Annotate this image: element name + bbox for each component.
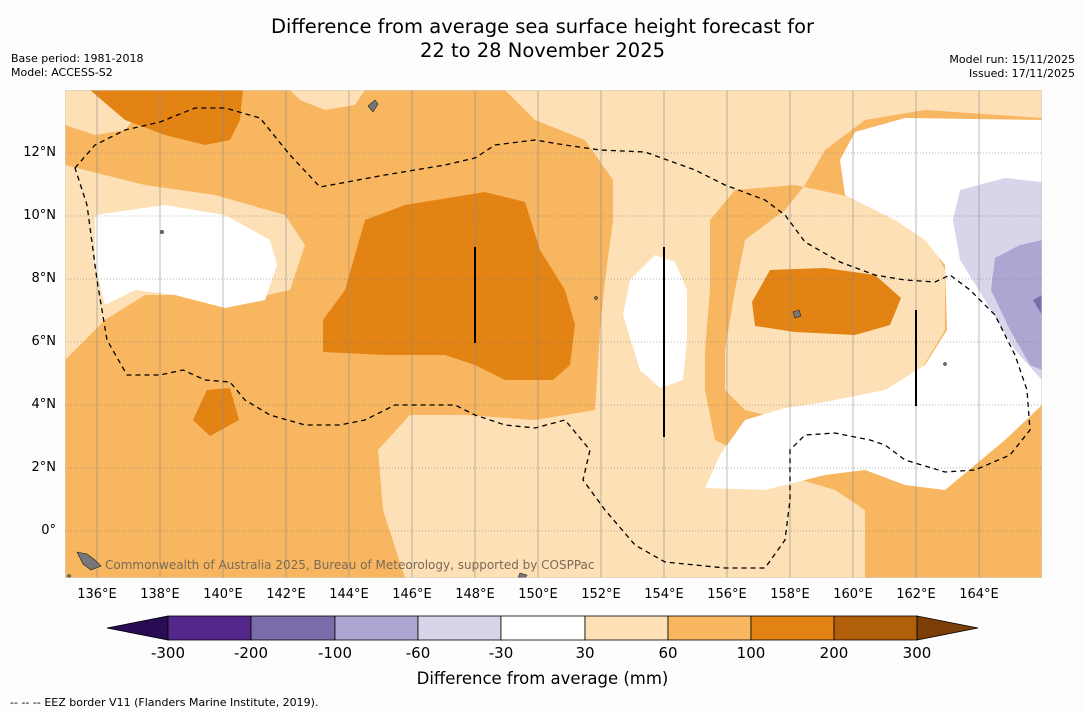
lat-label-6n: 6°N — [31, 334, 57, 349]
colorbar-label: 200 — [819, 644, 849, 662]
lon-label-164e: 164°E — [959, 587, 999, 602]
colorbar-bin — [584, 615, 669, 641]
colorbar-label: 60 — [658, 644, 678, 662]
lat-label-10n: 10°N — [23, 208, 56, 223]
lat-label-12n: 12°N — [23, 145, 56, 160]
lon-label-160e: 160°E — [833, 587, 873, 602]
colorbar-bin — [250, 615, 336, 641]
lon-label-144e: 144°E — [329, 587, 369, 602]
map-title: Difference from average sea surface heig… — [0, 15, 1085, 63]
bathymetry-lines — [474, 247, 917, 437]
field-100-200-small — [193, 388, 239, 436]
map-frame — [65, 90, 1042, 578]
eez-line-symbol: -- -- -- — [10, 696, 41, 709]
lon-label-138e: 138°E — [140, 587, 180, 602]
meta-right: Model run: 15/11/2025 Issued: 17/11/2025 — [949, 53, 1075, 80]
field-minus200-minus100 — [1033, 295, 1042, 315]
colorbar-bin — [833, 615, 918, 641]
lon-label-156e: 156°E — [707, 587, 747, 602]
colorbar-bin — [417, 615, 502, 641]
field-100-200-east — [752, 268, 901, 335]
colorbar-label: -30 — [488, 644, 514, 662]
lon-label-158e: 158°E — [770, 587, 810, 602]
latitude-gridlines — [65, 152, 1042, 532]
lon-label-150e: 150°E — [518, 587, 558, 602]
colorbar-label: -100 — [317, 644, 353, 662]
lon-label-148e: 148°E — [455, 587, 495, 602]
islands — [67, 99, 947, 578]
field-100-200-central — [323, 192, 575, 380]
colorbar — [106, 615, 979, 641]
colorbar-label: 300 — [902, 644, 932, 662]
lat-label-2n: 2°N — [31, 460, 57, 475]
lat-label-4n: 4°N — [31, 397, 57, 412]
colorbar-label: 100 — [736, 644, 766, 662]
lon-label-142e: 142°E — [266, 587, 306, 602]
field-neutral-west — [95, 205, 277, 308]
lon-label-152e: 152°E — [581, 587, 621, 602]
copyright-credit: Commonwealth of Australia 2025, Bureau o… — [105, 558, 595, 572]
field-minus100-minus60 — [991, 240, 1042, 370]
lat-label-0: 0° — [41, 523, 56, 538]
colorbar-extend-high — [916, 615, 979, 641]
legend-footnote: -- -- -- EEZ border V11 (Flanders Marine… — [10, 696, 318, 709]
issued-date: Issued: 17/11/2025 — [968, 66, 1075, 80]
colorbar-bin — [667, 615, 752, 641]
colorbar-label: -300 — [150, 644, 186, 662]
model-name: Model: ACCESS-S2 — [11, 65, 113, 79]
field-30-60-north — [290, 90, 365, 110]
anomaly-map — [65, 90, 1042, 578]
model-run: Model run: 15/11/2025 — [949, 53, 1075, 66]
eez-border — [74, 107, 1031, 569]
lat-label-8n: 8°N — [31, 271, 57, 286]
colorbar-label: -60 — [405, 644, 431, 662]
colorbar-bin — [167, 615, 252, 641]
field-100-200-north — [90, 90, 243, 145]
lon-label-136e: 136°E — [77, 587, 117, 602]
map-panel — [65, 90, 1042, 578]
colorbar-label: -200 — [233, 644, 269, 662]
title-line-2: 22 to 28 November 2025 — [419, 39, 666, 62]
colorbar-bin — [334, 615, 419, 641]
field-neutral-central — [623, 255, 687, 388]
lon-label-154e: 154°E — [644, 587, 684, 602]
colorbar-extend-low — [106, 615, 169, 641]
eez-legend-text: EEZ border V11 (Flanders Marine Institut… — [44, 696, 319, 709]
colorbar-label: 30 — [575, 644, 595, 662]
base-period: Base period: 1981-2018 — [11, 52, 144, 65]
colorbar-bin — [500, 615, 586, 641]
lon-label-162e: 162°E — [896, 587, 936, 602]
colorbar-title: Difference from average (mm) — [416, 669, 669, 688]
title-line-1: Difference from average sea surface heig… — [270, 15, 815, 38]
colorbar-bin — [750, 615, 835, 641]
lon-label-140e: 140°E — [203, 587, 243, 602]
lon-label-146e: 146°E — [392, 587, 432, 602]
meta-left: Base period: 1981-2018 Model: ACCESS-S2 — [11, 52, 143, 79]
